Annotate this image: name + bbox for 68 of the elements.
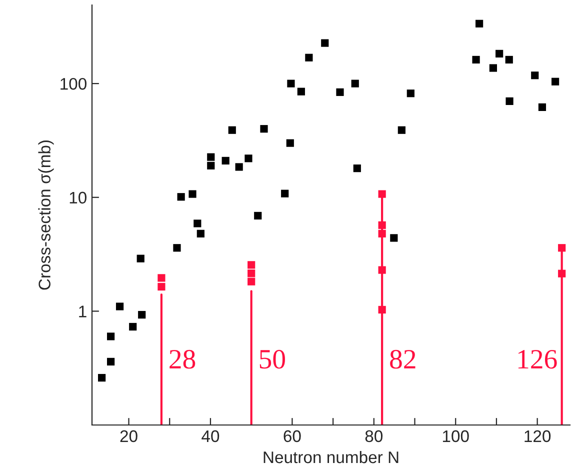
x-axis-title: Neutron number N <box>264 450 398 464</box>
point <box>378 266 386 274</box>
annotation: 126 <box>518 350 557 369</box>
point <box>538 103 546 111</box>
x-tick-label: 60 <box>284 430 301 442</box>
point <box>281 190 289 198</box>
point <box>336 88 344 96</box>
point <box>286 139 294 147</box>
x-tick-label: 120 <box>524 430 551 442</box>
point <box>188 190 196 198</box>
point <box>531 72 539 80</box>
point <box>138 310 146 319</box>
point <box>398 126 406 134</box>
y-tick-label: 10 <box>70 192 86 204</box>
point <box>297 88 305 96</box>
point <box>378 306 386 314</box>
point <box>505 56 513 64</box>
x-tick-label: 20 <box>120 430 138 442</box>
point <box>207 153 215 161</box>
point <box>496 50 504 58</box>
point <box>378 190 386 198</box>
point <box>196 230 204 238</box>
point <box>158 282 166 291</box>
point <box>476 20 484 28</box>
point <box>222 156 230 164</box>
point <box>254 212 262 220</box>
point <box>260 125 268 133</box>
annotation: 28 <box>170 350 196 369</box>
point <box>506 97 514 105</box>
point <box>173 244 181 252</box>
point <box>248 278 256 286</box>
point <box>489 64 497 72</box>
x-tick-label: 40 <box>202 430 220 442</box>
point <box>136 254 144 262</box>
y-tick-label: 100 <box>60 78 86 90</box>
point <box>177 193 185 201</box>
point <box>378 221 386 229</box>
point <box>406 90 414 98</box>
point <box>351 80 359 88</box>
point <box>98 374 106 382</box>
x-tick-label: 80 <box>365 430 383 442</box>
point <box>305 54 313 62</box>
point <box>378 230 386 238</box>
point <box>228 126 236 134</box>
annotation: 50 <box>260 350 285 369</box>
point <box>106 332 115 340</box>
point <box>558 244 566 252</box>
y-tick-label: 1 <box>79 306 86 318</box>
point <box>472 56 480 64</box>
point <box>353 164 361 172</box>
point <box>244 154 252 162</box>
point <box>106 358 115 366</box>
annotation: 82 <box>390 350 416 369</box>
point <box>551 78 560 86</box>
point <box>321 39 329 47</box>
point <box>129 322 137 331</box>
point <box>235 163 243 171</box>
point <box>287 80 295 88</box>
point <box>558 270 566 278</box>
point <box>248 261 256 269</box>
point <box>194 220 202 228</box>
x-tick-label: 100 <box>442 430 469 442</box>
point <box>248 270 256 278</box>
y-axis-title: Cross-section σ(mb) <box>38 140 54 290</box>
point <box>390 234 398 242</box>
point <box>158 274 166 282</box>
point <box>116 302 124 310</box>
point <box>207 162 215 170</box>
